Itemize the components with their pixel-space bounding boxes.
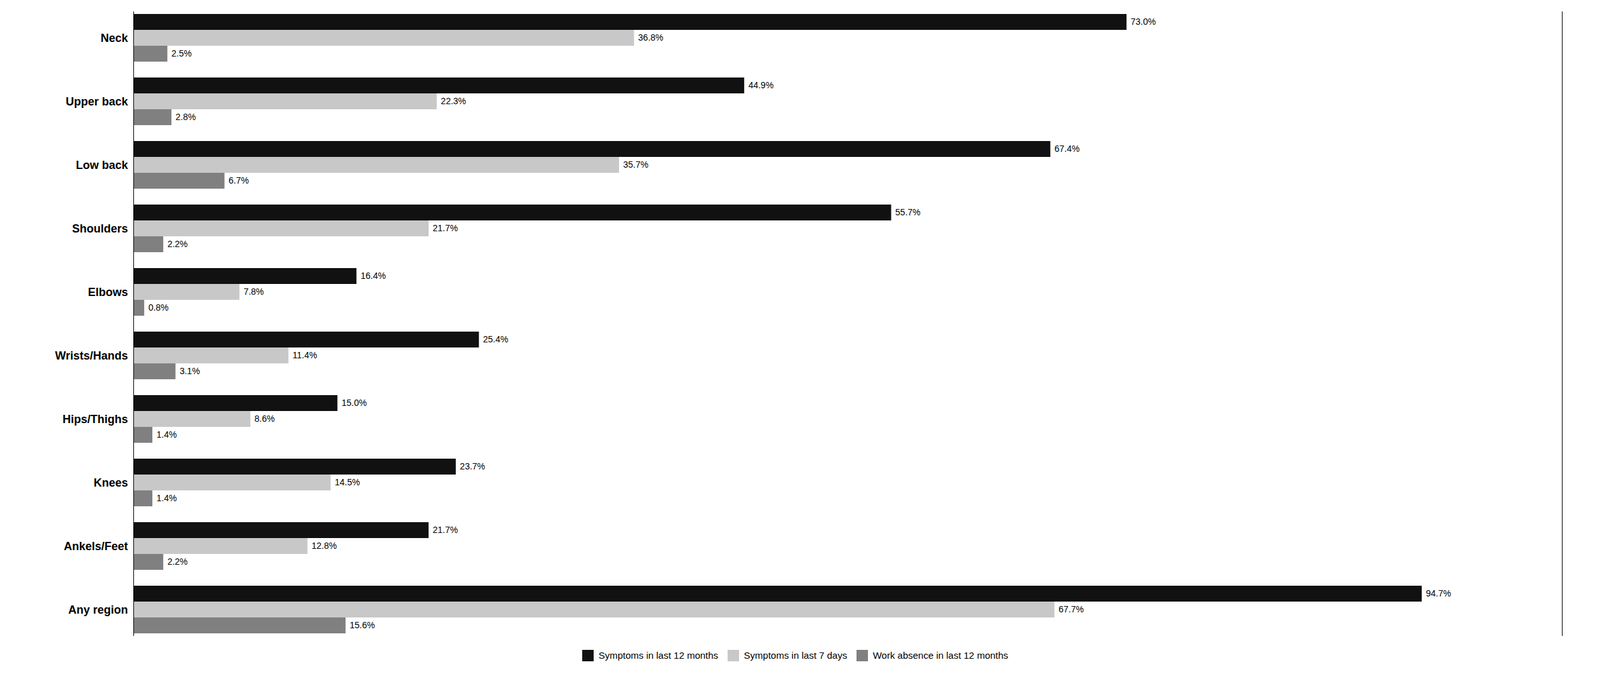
svg-text:2.2%: 2.2% [167, 556, 188, 567]
svg-text:94.7%: 94.7% [1426, 587, 1452, 599]
svg-text:21.7%: 21.7% [433, 222, 459, 234]
svg-text:0.8%: 0.8% [148, 302, 169, 313]
svg-text:73.0%: 73.0% [1130, 16, 1157, 27]
svg-text:1.4%: 1.4% [156, 492, 178, 503]
svg-text:35.7%: 35.7% [623, 159, 649, 170]
html-text:Symptoms in last 12 months: Symptoms in last 12 months [598, 649, 719, 661]
svg-text:2.2%: 2.2% [167, 238, 188, 249]
svg-text:1.4%: 1.4% [156, 429, 178, 440]
svg-text:15.6%: 15.6% [349, 619, 376, 630]
svg-text:21.7%: 21.7% [433, 524, 459, 535]
svg-text:7.8%: 7.8% [243, 286, 265, 297]
svg-text:44.9%: 44.9% [748, 80, 774, 91]
svg-text:14.5%: 14.5% [334, 476, 360, 487]
svg-text:8.6%: 8.6% [254, 413, 275, 424]
svg-text:3.1%: 3.1% [179, 365, 200, 376]
svg-text:23.7%: 23.7% [459, 460, 486, 472]
svg-text:Upper back: Upper back [65, 95, 129, 108]
svg-text:36.8%: 36.8% [638, 32, 664, 43]
svg-text:Elbows: Elbows [87, 285, 128, 299]
svg-text:67.7%: 67.7% [1058, 603, 1084, 614]
svg-text:Low back: Low back [75, 158, 129, 172]
svg-text:25.4%: 25.4% [483, 333, 509, 345]
svg-text:12.8%: 12.8% [311, 540, 338, 551]
svg-text:2.5%: 2.5% [171, 48, 192, 59]
svg-text:11.4%: 11.4% [292, 349, 318, 360]
svg-text:Knees: Knees [93, 476, 128, 489]
html-text:Work absence in last 12 months: Work absence in last 12 months [872, 649, 1009, 661]
svg-text:Wrists/Hands: Wrists/Hands [55, 349, 129, 362]
svg-text:55.7%: 55.7% [895, 206, 921, 218]
svg-text:2.8%: 2.8% [175, 111, 197, 122]
svg-text:Shoulders: Shoulders [71, 222, 128, 235]
svg-text:Neck: Neck [100, 31, 129, 45]
svg-text:16.4%: 16.4% [360, 270, 387, 281]
svg-text:Ankels/Feet: Ankels/Feet [63, 539, 128, 553]
svg-text:15.0%: 15.0% [341, 397, 367, 408]
svg-text:Hips/Thighs: Hips/Thighs [62, 412, 129, 426]
svg-text:6.7%: 6.7% [228, 175, 249, 186]
svg-text:Any region: Any region [67, 603, 128, 616]
html-text:Symptoms in last 7 days: Symptoms in last 7 days [743, 649, 848, 661]
svg-text:22.3%: 22.3% [440, 95, 467, 107]
svg-text:67.4%: 67.4% [1054, 143, 1080, 154]
